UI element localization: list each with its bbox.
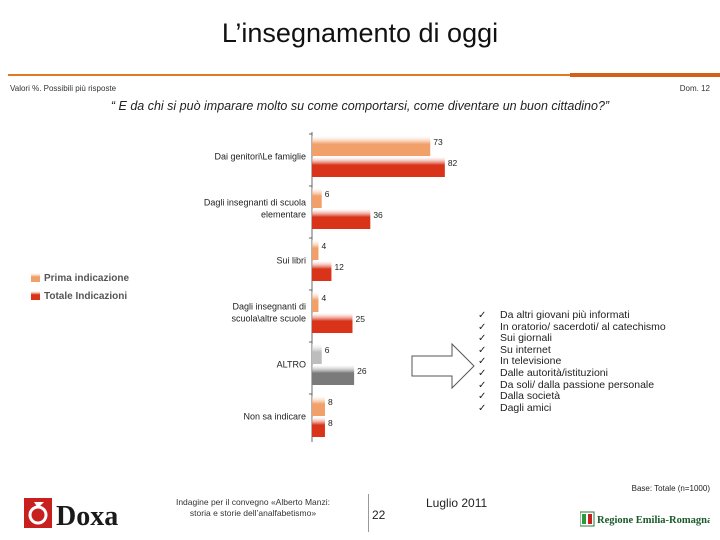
other-answer-label: In televisione <box>500 355 562 368</box>
other-answer-item: ✓ In televisione <box>478 356 666 368</box>
footer-caption-line1: Indagine per il convegno «Alberto Manzi: <box>175 497 331 507</box>
data-label: 8 <box>328 397 333 407</box>
other-answer-item: ✓ Sui giornali <box>478 332 666 345</box>
data-label: 4 <box>321 293 326 303</box>
other-answer-label: Da soli/ dalla passione personale <box>500 378 655 391</box>
category-label: Dai genitori\Le famiglie <box>214 152 306 162</box>
other-answer-item: ✓ Da altri giovani più informati <box>478 309 666 322</box>
bar-totale-indicazioni <box>312 157 445 177</box>
data-label: 8 <box>328 418 333 428</box>
other-answer-label: Su internet <box>500 343 551 356</box>
doxa-logo: Doxa <box>24 498 118 530</box>
footer-divider <box>368 494 369 532</box>
data-label: 6 <box>325 345 330 355</box>
category-label: ALTRO <box>277 360 306 370</box>
region-logo-text: Regione Emilia-Romagna <box>597 515 710 526</box>
other-answer-item: ✓ Dalle autorità/istituzioni <box>478 366 666 380</box>
regione-emilia-romagna-logo: Regione Emilia-Romagna <box>580 511 710 527</box>
data-label: 12 <box>334 262 344 272</box>
legend-swatch-totale-indicazioni <box>31 291 40 300</box>
other-answer-item: ✓ Su internet <box>478 343 666 357</box>
question-number: Dom. 12 <box>679 84 710 93</box>
other-answer-label: In oratorio/ sacerdoti/ al catechismo <box>500 320 666 333</box>
check-icon: ✓ <box>478 356 487 368</box>
check-icon: ✓ <box>478 333 487 345</box>
data-label: 82 <box>448 158 458 168</box>
check-icon: ✓ <box>478 402 487 414</box>
footer-caption: Indagine per il convegno «Alberto Manzi:… <box>148 497 358 519</box>
report-date: Luglio 2011 <box>426 496 488 510</box>
other-answer-item: ✓ In oratorio/ sacerdoti/ al catechismo <box>478 320 666 334</box>
bar-totale-indicazioni <box>312 313 353 333</box>
other-answer-label: Dalla società <box>500 390 561 403</box>
data-label: 25 <box>356 314 366 324</box>
bar-prima-indicazione <box>312 188 322 208</box>
check-icon: ✓ <box>478 321 487 333</box>
check-icon: ✓ <box>478 344 487 356</box>
bar-prima-indicazione <box>312 344 322 364</box>
category-label: Non sa indicare <box>243 412 306 422</box>
data-label: 4 <box>321 241 326 251</box>
check-icon: ✓ <box>478 391 487 403</box>
arrow-right-icon <box>411 342 475 390</box>
title-rule <box>8 74 720 76</box>
data-label: 73 <box>433 137 443 147</box>
check-icon: ✓ <box>478 367 487 379</box>
other-answer-item: ✓ Dagli amici <box>478 401 666 415</box>
doxa-logo-text: Doxa <box>56 501 118 530</box>
doxa-mark-icon <box>24 498 52 528</box>
other-answer-label: Da altri giovani più informati <box>500 309 630 321</box>
slide-title: L’insegnamento di oggi <box>221 18 499 48</box>
bar-totale-indicazioni <box>312 261 332 281</box>
footer-caption-line2: storia e storie dell’analfabetismo» <box>189 508 317 518</box>
bar-totale-indicazioni <box>312 209 371 229</box>
other-answer-item: ✓ Da soli/ dalla passione personale <box>478 378 666 392</box>
title-rule-accent <box>570 73 720 77</box>
check-icon: ✓ <box>478 379 487 391</box>
category-label: elementare <box>261 210 306 220</box>
category-label: Dagli insegnanti di <box>232 302 306 312</box>
category-label: scuola\altre scuole <box>231 314 306 324</box>
other-answer-label: Dagli amici <box>500 401 552 414</box>
data-label: 36 <box>373 210 383 220</box>
legend-swatch-prima-indicazione <box>31 273 40 282</box>
bar-prima-indicazione <box>312 396 325 416</box>
region-flag-icon <box>580 511 595 527</box>
other-answer-item: ✓ Dalla società <box>478 390 666 403</box>
bar-totale-indicazioni <box>312 417 325 437</box>
legend-label-prima-indicazione: Prima indicazione <box>44 273 129 284</box>
values-note: Valori %. Possibili più risposte <box>10 84 117 93</box>
data-label: 6 <box>325 189 330 199</box>
survey-question: “ E da chi si può imparare molto su come… <box>110 99 610 113</box>
other-answers-list: ✓ Da altri giovani più informati ✓ In orato… <box>478 309 666 415</box>
category-label: Sui libri <box>276 256 306 266</box>
data-label: 26 <box>357 366 367 376</box>
bar-prima-indicazione <box>312 240 319 260</box>
bar-totale-indicazioni <box>312 365 355 385</box>
bar-prima-indicazione <box>312 136 431 156</box>
other-answer-label: Sui giornali <box>500 332 552 345</box>
legend-label-totale-indicazioni: Totale Indicazioni <box>44 291 127 302</box>
other-answer-label: Dalle autorità/istituzioni <box>500 366 608 379</box>
category-label: Dagli insegnanti di scuola <box>204 198 306 208</box>
page-number: 22 <box>372 508 386 522</box>
check-icon: ✓ <box>478 310 487 321</box>
bar-prima-indicazione <box>312 292 319 312</box>
sample-base: Base: Totale (n=1000) <box>631 484 710 493</box>
